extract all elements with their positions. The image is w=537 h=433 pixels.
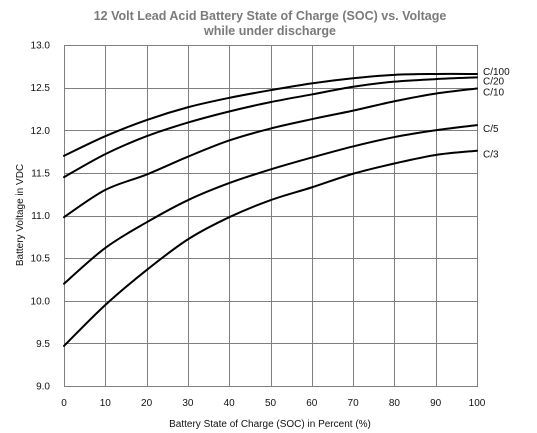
chart-subtitle: while under discharge xyxy=(203,24,336,38)
y-tick-label: 12.5 xyxy=(31,83,51,94)
tick-labels: 0 10 20 30 40 50 60 70 80 90 100 9.0 9.5 10.0 10.5 11.0… xyxy=(31,41,486,410)
y-tick-label: 9.0 xyxy=(36,382,50,393)
series-label-c-100: C/100 xyxy=(483,67,510,78)
series-line-c-5 xyxy=(63,124,478,285)
y-tick-label: 10.5 xyxy=(31,254,51,265)
y-tick-label: 9.5 xyxy=(36,339,50,350)
y-tick-label: 10.0 xyxy=(31,296,51,307)
x-tick-label: 10 xyxy=(100,398,112,409)
y-tick-label: 11.5 xyxy=(31,168,50,179)
x-axis-label: Battery State of Charge (SOC) in Percent… xyxy=(169,419,371,430)
series-line-c-100 xyxy=(63,72,478,157)
series-line-c-20 xyxy=(63,76,478,179)
x-tick-label: 40 xyxy=(224,398,236,409)
x-tick-label: 70 xyxy=(348,398,360,409)
series-label-c-20: C/20 xyxy=(483,76,505,87)
series-label-c-10: C/10 xyxy=(483,87,505,98)
series-label-c-5: C/5 xyxy=(483,124,499,135)
y-tick-label: 13.0 xyxy=(31,41,51,52)
x-tick-label: 100 xyxy=(469,398,486,409)
x-tick-label: 90 xyxy=(430,398,442,409)
chart-title: 12 Volt Lead Acid Battery State of Charg… xyxy=(94,9,447,23)
series-label-c-3: C/3 xyxy=(483,150,499,161)
x-tick-label: 30 xyxy=(182,398,194,409)
x-tick-label: 60 xyxy=(306,398,318,409)
x-tick-label: 0 xyxy=(61,398,67,409)
x-tick-label: 80 xyxy=(389,398,401,409)
y-tick-label: 11.0 xyxy=(31,211,50,222)
series-lines xyxy=(63,72,478,347)
x-tick-label: 20 xyxy=(141,398,153,409)
y-axis-label: Battery Voltage in VDC xyxy=(15,164,26,266)
y-tick-label: 12.0 xyxy=(31,126,51,137)
series-line-c-10 xyxy=(63,87,478,219)
series-line-c-3 xyxy=(63,149,478,347)
x-tick-label: 50 xyxy=(265,398,277,409)
